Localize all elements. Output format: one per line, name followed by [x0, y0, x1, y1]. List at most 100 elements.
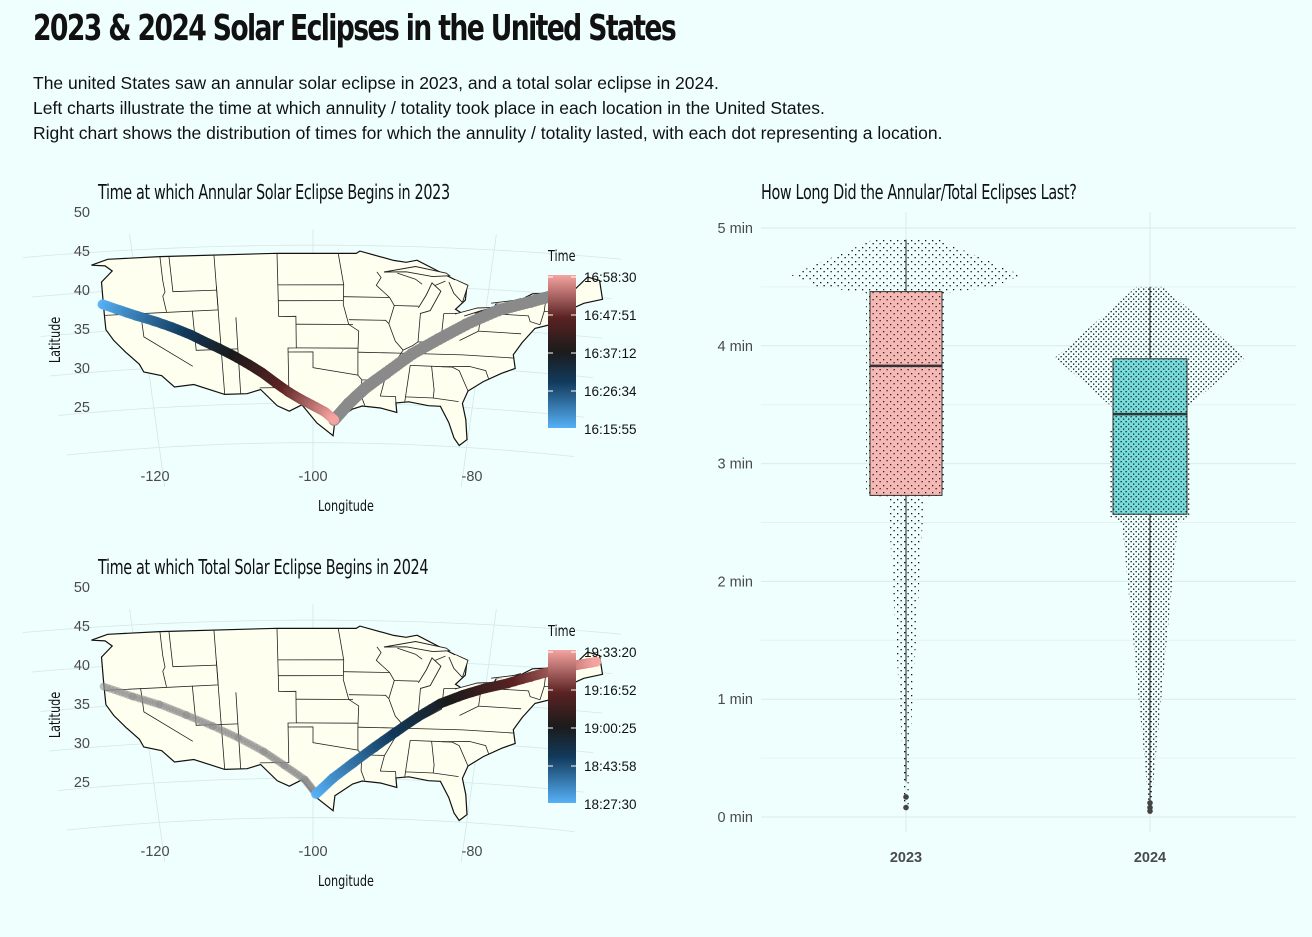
map-panel-0: 50 45 40 35 30 25 -120 -100 -80 Longitude Latitude… — [23, 205, 637, 516]
map-panel-1: 50 45 40 35 30 25 -120 -100 -80 Longitude Latitude… — [23, 580, 637, 891]
gridline-lat — [23, 619, 622, 635]
x-tick-label: 2024 — [1134, 850, 1166, 866]
x-tick-label: -80 — [462, 469, 483, 485]
state-border — [404, 365, 411, 402]
lake-outline — [448, 279, 469, 304]
outlier-point — [903, 794, 909, 800]
x-tick-label: 2023 — [890, 850, 922, 866]
outlier-point — [1147, 800, 1153, 806]
state-border — [168, 256, 217, 293]
lake-outline — [448, 654, 469, 679]
x-tick-label: -100 — [298, 469, 327, 485]
legend-label: 19:00:25 — [584, 721, 637, 736]
legend-label: 16:15:55 — [584, 422, 637, 437]
gridline-lat — [23, 244, 622, 260]
state-border — [402, 312, 421, 351]
y-tick-label: 30 — [74, 736, 90, 752]
x-tick-label: -120 — [140, 469, 169, 485]
legend-label: 16:58:30 — [584, 270, 637, 285]
y-tick-label: 1 min — [718, 692, 753, 708]
state-border — [394, 680, 419, 682]
state-border — [397, 647, 423, 660]
state-border — [404, 740, 411, 777]
y-tick-label: 50 — [74, 580, 90, 596]
legend-label: 16:37:12 — [584, 346, 637, 361]
legend-title: Time — [547, 249, 575, 266]
state-border — [159, 256, 167, 312]
y-tick-label: 0 min — [718, 810, 753, 826]
x-tick-label: -80 — [462, 844, 483, 860]
y-tick-label: 2 min — [718, 574, 753, 590]
state-border — [235, 692, 242, 769]
y-tick-label: 35 — [74, 697, 90, 713]
legend-label: 16:26:34 — [584, 384, 637, 399]
map-2023-title: Time at which Annular Solar Eclipse Begi… — [98, 180, 450, 204]
state-border — [213, 629, 226, 770]
page-title: 2023 & 2024 Solar Eclipses in the United… — [33, 8, 677, 49]
subtitle-line-1: The united States saw an annular solar e… — [33, 73, 719, 93]
state-border — [452, 741, 469, 767]
y-tick-label: 40 — [74, 658, 90, 674]
legend-label: 19:33:20 — [584, 645, 637, 660]
y-tick-label: 30 — [74, 361, 90, 377]
map-2024-title: Time at which Total Solar Eclipse Begins… — [98, 555, 429, 579]
y-tick-label: 35 — [74, 322, 90, 338]
state-border — [442, 741, 489, 754]
legend-colorbar — [548, 275, 576, 428]
state-border — [433, 397, 459, 402]
y-tick-label: 3 min — [718, 457, 753, 473]
state-border — [357, 351, 515, 359]
state-border — [343, 671, 390, 673]
state-border — [343, 296, 390, 298]
state-border — [357, 726, 515, 734]
boxplot-panel: 5 min 4 min 3 min 2 min 1 min 0 min 2023 2024 — [718, 212, 1296, 866]
state-border — [159, 631, 167, 687]
lake-outline — [418, 282, 442, 314]
legend-colorbar — [548, 650, 576, 803]
lake-outline — [383, 641, 451, 653]
legend-label: 18:27:30 — [584, 797, 637, 812]
y-tick-label: 45 — [74, 619, 90, 635]
legend-label: 19:16:52 — [584, 683, 637, 698]
box-dots-2024 — [1113, 358, 1187, 515]
lake-outline — [383, 266, 451, 278]
state-border — [348, 319, 390, 324]
y-tick-label: 45 — [74, 244, 90, 260]
outlier-point — [903, 804, 909, 811]
x-axis-label: Longitude — [318, 874, 374, 891]
gridline-lat — [67, 817, 575, 832]
state-border — [459, 330, 479, 341]
lake-outline — [418, 657, 442, 689]
y-tick-label: 4 min — [718, 339, 753, 355]
legend-title: Time — [547, 624, 575, 641]
y-tick-label: 25 — [74, 775, 90, 791]
eclipse-path-point — [591, 656, 602, 667]
state-border — [433, 772, 459, 777]
y-tick-label: 25 — [74, 400, 90, 416]
state-border — [168, 631, 217, 668]
state-border — [191, 685, 238, 726]
state-border — [397, 272, 423, 285]
state-border — [375, 646, 404, 772]
outlier-point — [1147, 804, 1153, 811]
state-border — [394, 305, 419, 307]
box-dots-2023 — [870, 291, 942, 496]
legend-label: 18:43:58 — [584, 759, 637, 774]
subtitle-line-3: Right chart shows the distribution of ti… — [33, 123, 943, 143]
boxplot-title: How Long Did the Annular/Total Eclipses … — [761, 180, 1077, 204]
x-tick-label: -100 — [298, 844, 327, 860]
state-border — [459, 705, 479, 716]
legend-label: 16:47:51 — [584, 308, 637, 323]
subtitle-line-2: Left charts illustrate the time at which… — [33, 98, 825, 118]
eclipse-path-point — [329, 414, 340, 425]
gridline-lat — [67, 442, 575, 457]
y-tick-label: 40 — [74, 283, 90, 299]
state-border — [452, 366, 469, 392]
state-border — [442, 366, 489, 379]
state-border — [380, 395, 397, 403]
x-tick-label: -120 — [140, 844, 169, 860]
y-axis-label: Latitude — [48, 317, 65, 363]
x-axis-label: Longitude — [318, 499, 374, 516]
y-axis-label: Latitude — [48, 692, 65, 738]
